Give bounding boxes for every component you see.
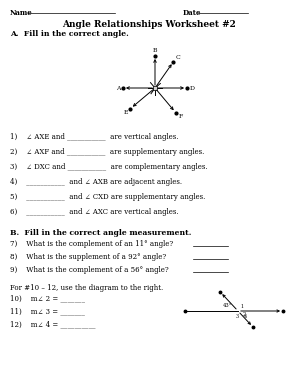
Text: B.  Fill in the correct angle measurement.: B. Fill in the correct angle measurement… [10,229,191,237]
Text: 43°: 43° [223,303,232,308]
Text: F: F [179,114,183,119]
Text: 2: 2 [243,312,246,317]
Text: 8)    What is the supplement of a 92° angle?: 8) What is the supplement of a 92° angle… [10,253,166,261]
Text: 1: 1 [240,304,243,309]
Text: A: A [116,86,120,90]
Text: 6)    ___________  and ∠ AXC are vertical angles.: 6) ___________ and ∠ AXC are vertical an… [10,208,179,216]
Text: 10)    m∠ 2 = _______: 10) m∠ 2 = _______ [10,294,85,302]
Text: 9)    What is the complement of a 56° angle?: 9) What is the complement of a 56° angle… [10,266,169,274]
Text: 3)    ∠ DXC and ___________  are complementary angles.: 3) ∠ DXC and ___________ are complementa… [10,163,208,171]
Text: 5)    ___________  and ∠ CXD are supplementary angles.: 5) ___________ and ∠ CXD are supplementa… [10,193,205,201]
Text: Date: Date [183,9,201,17]
Text: B: B [153,49,157,54]
Text: Angle Relationships Worksheet #2: Angle Relationships Worksheet #2 [62,20,236,29]
Text: D: D [190,86,195,90]
Text: 3: 3 [236,314,239,319]
Text: For #10 – 12, use the diagram to the right.: For #10 – 12, use the diagram to the rig… [10,284,163,292]
Text: C: C [176,55,181,60]
Text: 4)    ___________  and ∠ AXB are adjacent angles.: 4) ___________ and ∠ AXB are adjacent an… [10,178,182,186]
Text: 11)    m∠ 3 = _______: 11) m∠ 3 = _______ [10,307,85,315]
Text: A.  Fill in the correct angle.: A. Fill in the correct angle. [10,30,129,38]
Text: 1)    ∠ AXE and ___________  are vertical angles.: 1) ∠ AXE and ___________ are vertical an… [10,133,179,141]
Text: E: E [123,110,128,115]
Text: 4: 4 [244,314,247,319]
Text: 7)    What is the complement of an 11° angle?: 7) What is the complement of an 11° angl… [10,240,173,248]
Text: 2)    ∠ AXF and ___________  are supplementary angles.: 2) ∠ AXF and ___________ are supplementa… [10,148,204,156]
Text: 12)    m∠ 4 = __________: 12) m∠ 4 = __________ [10,320,95,328]
Text: Name: Name [10,9,33,17]
